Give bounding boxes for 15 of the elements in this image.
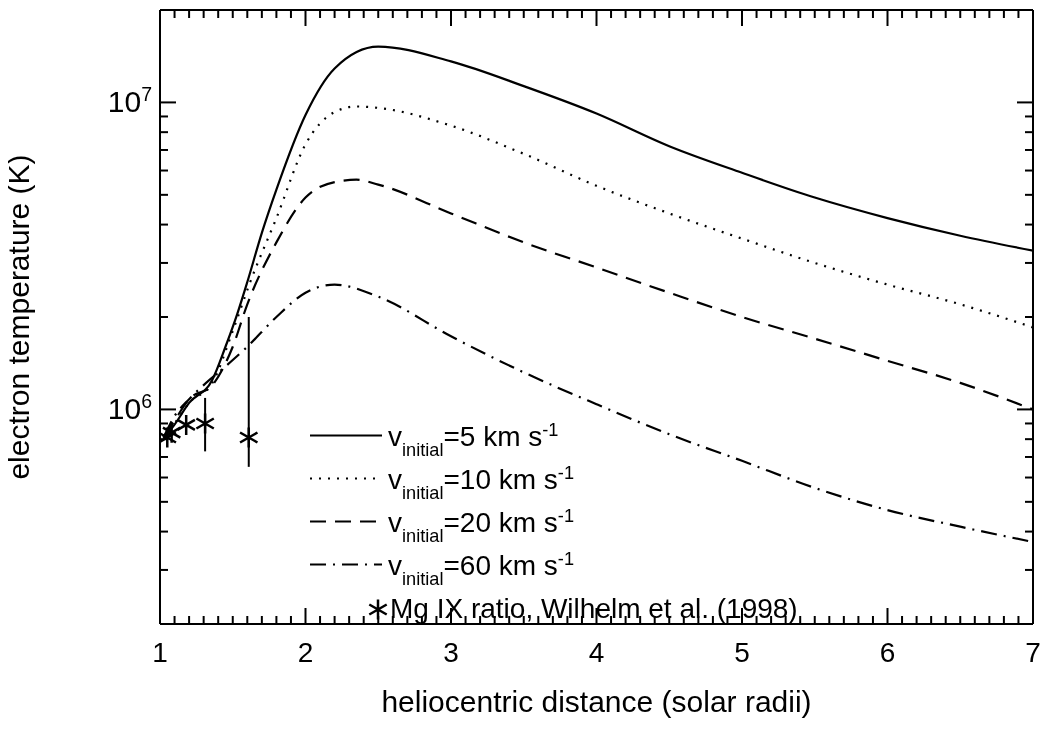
- x-tick-label: 4: [588, 637, 605, 668]
- legend-label: v$_{initial}$=20 km s$^{-1}$: [388, 505, 575, 546]
- legend-label: v$_{initial}$=5 km s$^{-1}$: [388, 419, 559, 460]
- x-tick-label: 1: [152, 637, 168, 668]
- legend-label: Mg IX ratio, Wilhelm et al. (1998): [390, 592, 798, 624]
- x-tick-label: 5: [734, 637, 750, 668]
- y-tick-label: 10$^{7}$: [107, 83, 152, 119]
- x-tick-label: 7: [1025, 637, 1041, 668]
- legend-label: v$_{initial}$=60 km s$^{-1}$: [388, 548, 575, 589]
- x-tick-label: 2: [297, 637, 314, 668]
- y-tick-label: 10$^{6}$: [107, 390, 152, 426]
- legend-label: v$_{initial}$=10 km s$^{-1}$: [388, 462, 575, 503]
- x-tick-label: 3: [443, 637, 459, 668]
- x-axis-title: heliocentric distance (solar radii): [381, 685, 812, 718]
- x-tick-label: 6: [879, 637, 896, 668]
